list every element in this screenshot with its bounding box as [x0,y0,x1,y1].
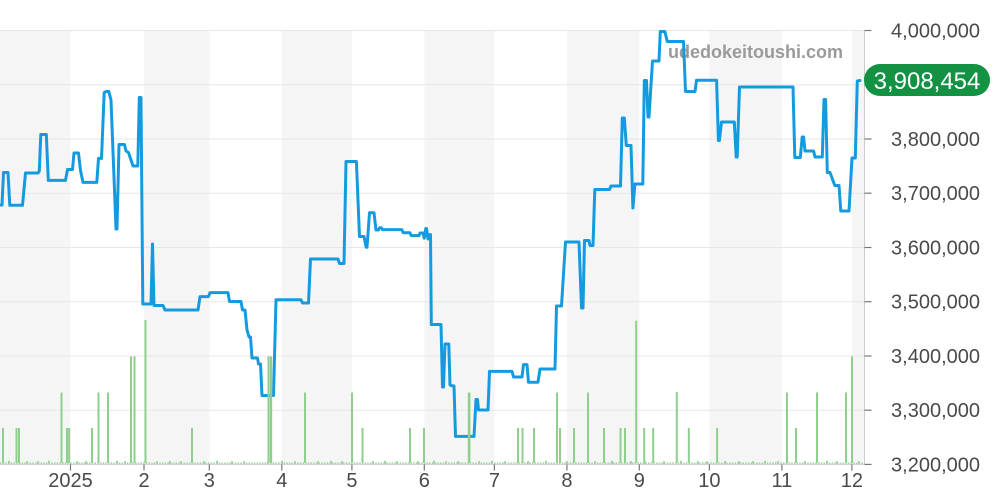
svg-text:8: 8 [561,470,572,492]
svg-text:3,300,000: 3,300,000 [891,400,980,422]
svg-text:4,000,000: 4,000,000 [891,21,980,43]
svg-text:3: 3 [204,470,215,492]
svg-text:3,800,000: 3,800,000 [891,129,980,151]
svg-text:3,200,000: 3,200,000 [891,454,980,476]
svg-text:5: 5 [346,470,357,492]
svg-text:4: 4 [276,470,287,492]
svg-text:9: 9 [634,470,645,492]
svg-text:11: 11 [772,470,793,492]
svg-text:3,500,000: 3,500,000 [891,292,980,314]
svg-text:2025: 2025 [48,470,93,492]
svg-text:3,908,454: 3,908,454 [874,68,981,95]
svg-text:12: 12 [841,470,863,492]
svg-text:7: 7 [489,470,500,492]
svg-text:6: 6 [419,470,430,492]
svg-text:3,700,000: 3,700,000 [891,183,980,205]
svg-text:10: 10 [698,470,720,492]
svg-text:3,600,000: 3,600,000 [891,238,980,260]
svg-text:2: 2 [138,470,149,492]
svg-text:udedokeitoushi.com: udedokeitoushi.com [668,42,843,62]
svg-text:3,400,000: 3,400,000 [891,346,980,368]
